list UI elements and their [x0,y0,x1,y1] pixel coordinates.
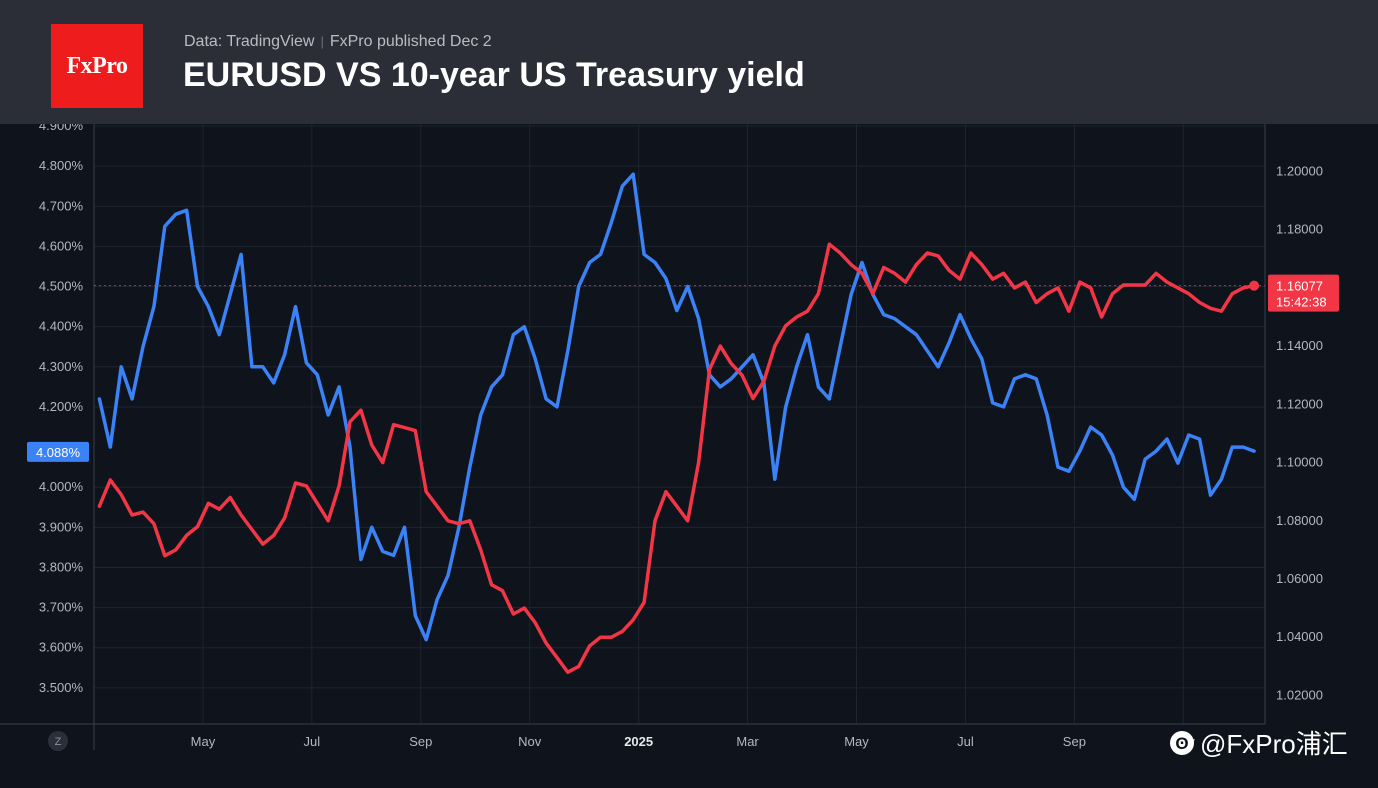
left-tick-label: 4.300% [39,359,84,374]
left-tick-label: 3.600% [39,640,84,655]
header-bar: FxPro Data: TradingView | FxPro published … [0,0,1378,124]
eurusd-last-value-label: 1.16077 [1276,279,1323,294]
chart-area[interactable]: MayJulSepNov2025MarMayJulSepNov4.900%4.8… [0,124,1378,788]
right-tick-label: 1.04000 [1276,629,1323,644]
left-tick-label: 4.900% [39,124,84,133]
eurusd-last-point [1249,280,1260,291]
right-tick-label: 1.20000 [1276,163,1323,178]
eurusd-countdown-label: 15:42:38 [1276,295,1327,310]
x-tick-label: Mar [736,734,759,749]
chart-title: EURUSD VS 10-year US Treasury yield [183,56,805,94]
left-tick-label: 3.900% [39,519,84,534]
weibo-icon: ʘ [1170,730,1194,755]
x-tick-label: Sep [1063,734,1086,749]
left-tick-label: 4.500% [39,279,84,294]
watermark: ʘ @FxPro浦汇 [1170,724,1348,761]
chart-source: Data: TradingView | FxPro published Dec 2 [184,33,492,51]
zoom-badge[interactable] [48,731,68,751]
yield-last-value-label: 4.088% [36,445,81,460]
zoom-badge-label: Z [55,736,62,748]
yield-last-value-badge [27,441,89,462]
fxpro-logo: FxPro [51,24,143,108]
right-tick-label: 1.14000 [1276,338,1323,353]
left-tick-label: 3.800% [39,559,84,574]
data-source: Data: TradingView [184,33,315,50]
x-tick-label: Nov [518,734,542,749]
right-tick-label: 1.12000 [1276,396,1323,411]
x-tick-label: Jul [957,734,974,749]
right-tick-label: 1.08000 [1276,513,1323,528]
right-tick-label: 1.10000 [1276,455,1323,470]
left-tick-label: 4.600% [39,238,84,253]
x-tick-label: Jul [304,734,321,749]
yield-series-line[interactable] [97,172,1256,642]
right-tick-label: 1.02000 [1276,687,1323,702]
left-tick-label: 3.700% [39,600,84,615]
left-tick-label: 4.000% [39,479,84,494]
eurusd-series-line[interactable] [97,242,1256,674]
publish-info: FxPro published Dec 2 [329,33,492,50]
left-tick-label: 4.700% [39,198,84,213]
left-tick-label: 4.400% [39,319,84,334]
x-tick-label: May [844,734,869,749]
left-tick-label: 3.500% [39,680,84,695]
left-tick-label: 4.200% [39,399,84,414]
right-tick-label: 1.18000 [1276,222,1323,237]
watermark-text: @FxPro浦汇 [1200,729,1348,759]
x-tick-label: May [191,734,216,749]
x-tick-label: 2025 [624,734,653,749]
right-tick-label: 1.06000 [1276,571,1323,586]
x-tick-label: Sep [409,734,432,749]
left-tick-label: 4.800% [39,158,84,173]
separator: | [320,34,324,49]
eurusd-last-value-badge [1268,274,1339,312]
